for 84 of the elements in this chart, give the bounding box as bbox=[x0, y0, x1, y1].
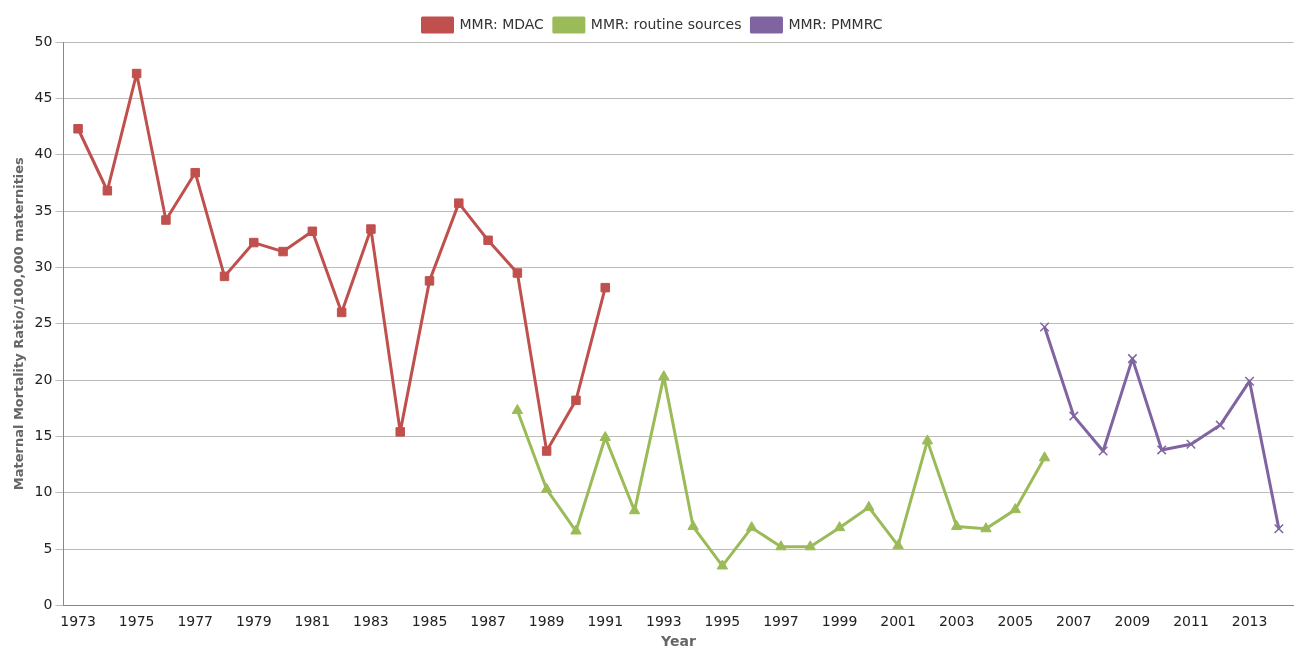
y-tick-label: 10 bbox=[34, 483, 53, 500]
x-tick-label: 1993 bbox=[645, 613, 682, 630]
point bbox=[249, 237, 259, 248]
x-tick-label: 2003 bbox=[938, 613, 975, 630]
x-tick-label: 1997 bbox=[763, 613, 799, 630]
point bbox=[512, 268, 523, 278]
point bbox=[716, 559, 729, 570]
x-tick-label: 1991 bbox=[587, 613, 624, 630]
point bbox=[1068, 411, 1079, 422]
point bbox=[424, 276, 435, 286]
y-tick-label: 5 bbox=[43, 539, 53, 556]
point bbox=[687, 520, 699, 531]
point bbox=[366, 224, 376, 234]
x-tick-label: 1973 bbox=[60, 613, 96, 630]
x-tick-label: 2007 bbox=[1056, 613, 1092, 630]
y-axis-title: Maternal Mortality Ratio/100,000 maternities bbox=[11, 156, 27, 491]
x-tick-label: 1995 bbox=[704, 613, 741, 630]
x-tick-label: 1999 bbox=[821, 613, 858, 630]
point bbox=[454, 198, 464, 208]
point bbox=[775, 540, 787, 551]
y-tick-label: 25 bbox=[34, 314, 53, 331]
point bbox=[483, 235, 493, 246]
y-tick-label: 30 bbox=[34, 258, 53, 274]
point bbox=[278, 246, 288, 257]
point bbox=[1186, 439, 1196, 450]
point bbox=[892, 539, 904, 550]
y-tick-label: 50 bbox=[34, 32, 53, 49]
point bbox=[1273, 523, 1284, 534]
point bbox=[190, 167, 200, 178]
point bbox=[628, 504, 641, 515]
y-tick-label: 15 bbox=[34, 427, 53, 444]
x-tick-label: 1985 bbox=[411, 613, 448, 630]
point bbox=[1156, 444, 1167, 455]
x-axis-title: Year bbox=[660, 633, 696, 650]
point bbox=[1215, 420, 1226, 431]
y-tick-label: 0 bbox=[43, 596, 53, 613]
y-tick-label: 35 bbox=[34, 201, 53, 218]
point bbox=[73, 124, 83, 134]
point bbox=[1039, 322, 1050, 333]
x-tick-label: 2001 bbox=[880, 613, 916, 630]
x-tick-label: 1987 bbox=[470, 613, 506, 630]
point bbox=[600, 282, 610, 293]
point bbox=[745, 521, 758, 532]
point bbox=[980, 522, 992, 533]
point bbox=[336, 307, 347, 318]
point bbox=[804, 540, 816, 551]
legend-label: MMR: MDAC bbox=[459, 15, 545, 32]
point bbox=[658, 370, 670, 381]
point bbox=[540, 482, 553, 493]
y-tick-label: 45 bbox=[34, 88, 53, 105]
x-tick-label: 1989 bbox=[528, 613, 565, 630]
point bbox=[570, 524, 582, 535]
point bbox=[511, 403, 524, 414]
point bbox=[863, 500, 875, 511]
x-tick-label: 2005 bbox=[997, 613, 1034, 630]
x-tick-label: 2013 bbox=[1231, 613, 1268, 630]
point bbox=[395, 427, 405, 437]
point bbox=[1038, 451, 1051, 462]
x-tick-label: 1983 bbox=[353, 613, 389, 630]
x-tick-label: 1975 bbox=[118, 613, 155, 630]
point bbox=[951, 520, 963, 531]
point bbox=[571, 395, 581, 406]
point bbox=[219, 271, 230, 282]
legend-label: MMR: PMMRC bbox=[788, 15, 883, 32]
point bbox=[1127, 353, 1138, 364]
point bbox=[161, 215, 171, 225]
y-tick-label: 40 bbox=[34, 145, 53, 162]
legend-label: MMR: routine sources bbox=[590, 15, 742, 32]
x-tick-label: 1981 bbox=[294, 613, 331, 630]
point bbox=[1244, 376, 1255, 387]
point bbox=[541, 446, 552, 456]
point bbox=[1098, 446, 1109, 457]
point bbox=[307, 226, 318, 237]
point bbox=[833, 521, 846, 532]
x-tick-label: 2009 bbox=[1114, 613, 1151, 630]
x-tick-label: 1979 bbox=[235, 613, 272, 630]
y-tick-label: 20 bbox=[34, 370, 53, 387]
point bbox=[921, 434, 934, 445]
point bbox=[131, 68, 142, 79]
x-tick-label: 1977 bbox=[177, 613, 214, 630]
point bbox=[102, 186, 113, 196]
point bbox=[599, 431, 611, 442]
x-tick-label: 2011 bbox=[1173, 613, 1209, 630]
point bbox=[1009, 503, 1021, 514]
